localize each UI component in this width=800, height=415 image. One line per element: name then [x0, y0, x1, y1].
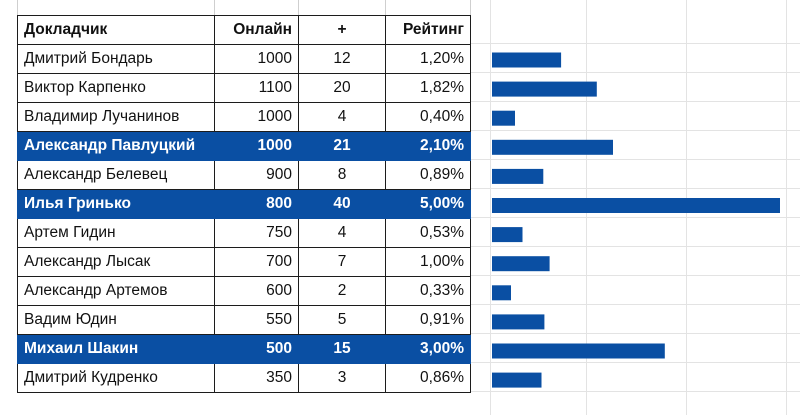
table-row: Дмитрий Бондарь 1000 12 1,20%	[17, 44, 471, 74]
table-row: Вадим Юдин 550 5 0,91%	[17, 305, 471, 335]
cell-rating[interactable]: 1,20%	[385, 44, 471, 74]
cell-rating[interactable]: 2,10%	[385, 131, 471, 161]
cell-speaker-name[interactable]: Дмитрий Кудренко	[17, 363, 215, 393]
bar-8	[492, 256, 550, 272]
bar-5	[492, 168, 544, 184]
cell-online[interactable]: 1000	[214, 102, 299, 132]
cell-rating[interactable]: 3,00%	[385, 334, 471, 364]
cell-plus[interactable]: 2	[298, 276, 386, 306]
bar-12	[492, 372, 542, 388]
bar-6	[492, 198, 780, 213]
bar-1	[492, 52, 562, 68]
bar-7	[492, 227, 523, 243]
bar-10	[492, 314, 545, 330]
table-row: Александр Артемов 600 2 0,33%	[17, 276, 471, 306]
cell-speaker-name[interactable]: Владимир Лучанинов	[17, 102, 215, 132]
cell-plus[interactable]: 15	[298, 334, 386, 364]
cell-speaker-name[interactable]: Илья Гринько	[17, 189, 215, 219]
table-row: Александр Белевец 900 8 0,89%	[17, 160, 471, 190]
table-header-row: Докладчик Онлайн + Рейтинг	[17, 15, 471, 45]
cell-plus[interactable]: 4	[298, 102, 386, 132]
table-row: Александр Павлуцкий 1000 21 2,10%	[17, 131, 471, 161]
cell-speaker-name[interactable]: Виктор Карпенко	[17, 73, 215, 103]
table-row: Владимир Лучанинов 1000 4 0,40%	[17, 102, 471, 132]
bar-2	[492, 81, 597, 97]
cell-rating[interactable]: 0,86%	[385, 363, 471, 393]
cell-speaker-name[interactable]: Александр Лысак	[17, 247, 215, 277]
table-row: Дмитрий Кудренко 350 3 0,86%	[17, 363, 471, 393]
cell-plus[interactable]: 5	[298, 305, 386, 335]
cell-online[interactable]: 750	[214, 218, 299, 248]
bar-9	[492, 285, 511, 301]
cell-speaker-name[interactable]: Дмитрий Бондарь	[17, 44, 215, 74]
cell-speaker-name[interactable]: Александр Павлуцкий	[17, 131, 215, 161]
table-row: Виктор Карпенко 1100 20 1,82%	[17, 73, 471, 103]
header-speaker[interactable]: Докладчик	[17, 15, 215, 45]
table-row: Александр Лысак 700 7 1,00%	[17, 247, 471, 277]
cell-online[interactable]: 500	[214, 334, 299, 364]
table-row: Илья Гринько 800 40 5,00%	[17, 189, 471, 219]
cell-online[interactable]: 700	[214, 247, 299, 277]
cell-rating[interactable]: 1,82%	[385, 73, 471, 103]
cell-plus[interactable]: 12	[298, 44, 386, 74]
table-row: Михаил Шакин 500 15 3,00%	[17, 334, 471, 364]
bar-4	[492, 139, 613, 155]
cell-rating[interactable]: 0,53%	[385, 218, 471, 248]
table-top-strip	[17, 0, 471, 16]
cell-plus[interactable]: 7	[298, 247, 386, 277]
cell-rating[interactable]: 5,00%	[385, 189, 471, 219]
bar-11	[492, 343, 665, 359]
cell-speaker-name[interactable]: Михаил Шакин	[17, 334, 215, 364]
cell-plus[interactable]: 20	[298, 73, 386, 103]
cell-online[interactable]: 800	[214, 189, 299, 219]
cell-online[interactable]: 1100	[214, 73, 299, 103]
cell-plus[interactable]: 3	[298, 363, 386, 393]
header-rating[interactable]: Рейтинг	[385, 15, 471, 45]
rating-table: Докладчик Онлайн + Рейтинг Дмитрий Бонда…	[17, 0, 471, 393]
cell-speaker-name[interactable]: Александр Белевец	[17, 160, 215, 190]
bar-3	[492, 110, 515, 126]
cell-online[interactable]: 550	[214, 305, 299, 335]
